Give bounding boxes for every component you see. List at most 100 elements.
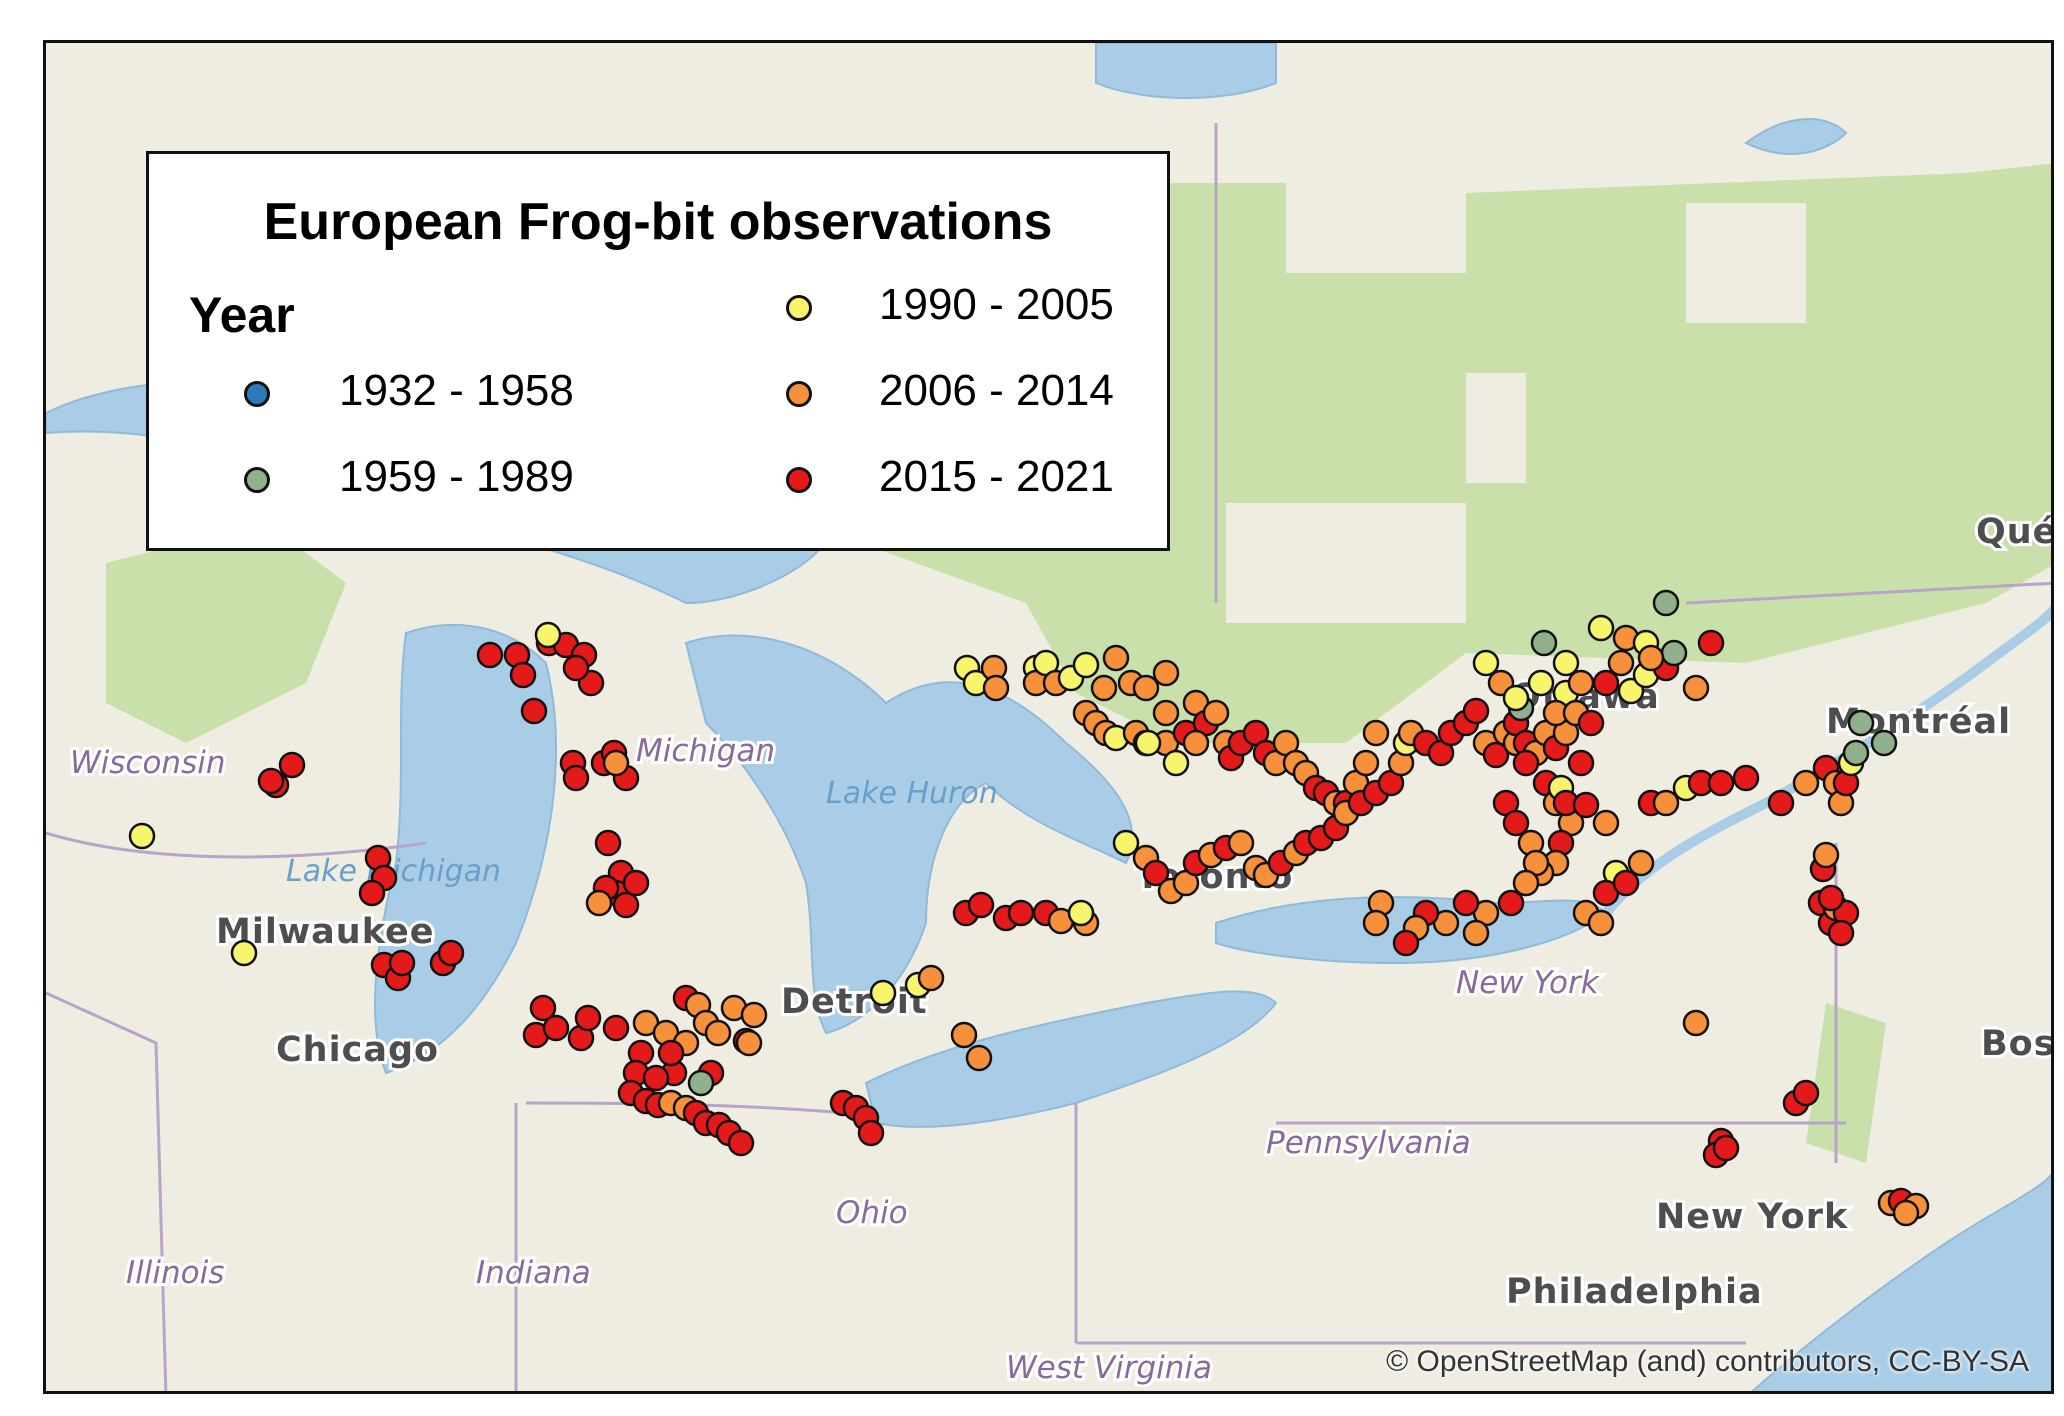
observation-point <box>642 1064 670 1092</box>
observation-point <box>602 1014 630 1042</box>
observation-point <box>857 1119 885 1147</box>
observation-point <box>1067 899 1095 927</box>
observation-point <box>1007 899 1035 927</box>
observation-point <box>1847 709 1875 737</box>
label-west-virginia: West Virginia <box>1006 1350 1212 1386</box>
observation-point <box>1482 741 1510 769</box>
observation-point <box>1162 749 1190 777</box>
observation-point <box>520 697 548 725</box>
legend-label-2015-2021: 2015 - 2021 <box>879 452 1114 501</box>
observation-point <box>1592 669 1620 697</box>
observation-point <box>1112 829 1140 857</box>
observation-point <box>1102 644 1130 672</box>
observation-point <box>950 1021 978 1049</box>
map-frame[interactable]: Wisconsin Michigan Lake Michigan Lake Hu… <box>43 40 2054 1394</box>
observation-point <box>1472 649 1500 677</box>
label-indiana: Indiana <box>476 1255 591 1291</box>
observation-point <box>257 767 285 795</box>
legend: European Frog-bit observations Year 1932… <box>146 151 1170 551</box>
observation-point <box>1732 764 1760 792</box>
label-chicago: Chicago <box>276 1030 439 1070</box>
observation-point <box>735 1029 763 1057</box>
observation-point <box>687 1069 715 1097</box>
label-ohio: Ohio <box>836 1195 908 1231</box>
observation-point <box>1577 709 1605 737</box>
observation-point <box>1817 884 1845 912</box>
legend-swatch-1932-1958 <box>244 381 270 407</box>
observation-point <box>1627 849 1655 877</box>
observation-point <box>1660 639 1688 667</box>
observation-point <box>1182 729 1210 757</box>
observation-point <box>1792 1079 1820 1107</box>
label-new-york-state: New York <box>1456 965 1600 1001</box>
label-quebec: Qué <box>1976 512 2054 552</box>
legend-heading: Year <box>189 287 295 343</box>
observation-point <box>1552 649 1580 677</box>
observation-point <box>1152 699 1180 727</box>
legend-swatch-2015-2021 <box>786 467 812 493</box>
place-labels: Wisconsin Michigan Lake Michigan Lake Hu… <box>67 509 2054 1389</box>
observation-point <box>1392 929 1420 957</box>
observation-point <box>562 654 590 682</box>
observation-point <box>1652 789 1680 817</box>
observation-point <box>1352 749 1380 777</box>
observation-point <box>967 891 995 919</box>
observation-point <box>1682 1009 1710 1037</box>
observation-point <box>1842 739 1870 767</box>
observation-point <box>1682 674 1710 702</box>
legend-label-1932-1958: 1932 - 1958 <box>339 366 574 415</box>
legend-label-1959-1989: 1959 - 1989 <box>339 452 574 501</box>
label-michigan: Michigan <box>636 733 775 769</box>
observation-point <box>1607 649 1635 677</box>
observation-point <box>1202 699 1230 727</box>
observation-point <box>1592 809 1620 837</box>
label-new-york-city: New York <box>1656 1197 1848 1237</box>
observation-point <box>1497 889 1525 917</box>
observation-point <box>1362 719 1390 747</box>
observation-point <box>1617 677 1645 705</box>
observation-point <box>1512 869 1540 897</box>
observation-point <box>476 641 504 669</box>
observation-point <box>1572 791 1600 819</box>
observation-point <box>869 979 897 1007</box>
observation-point <box>1587 909 1615 937</box>
observation-point <box>1090 674 1118 702</box>
observation-point <box>612 891 640 919</box>
observation-point <box>562 764 590 792</box>
legend-swatch-2006-2014 <box>786 381 812 407</box>
observation-point <box>727 1129 755 1157</box>
observation-point <box>1637 644 1665 672</box>
observation-point <box>509 661 537 689</box>
observation-point <box>1652 589 1680 617</box>
observation-point <box>1707 769 1735 797</box>
observation-point <box>388 949 416 977</box>
observation-point <box>1812 841 1840 869</box>
legend-label-2006-2014: 2006 - 2014 <box>879 366 1114 415</box>
legend-label-1990-2005: 1990 - 2005 <box>879 280 1114 329</box>
observation-point <box>1227 829 1255 857</box>
observation-point <box>1132 674 1160 702</box>
observation-point <box>965 1044 993 1072</box>
observation-point <box>1712 1134 1740 1162</box>
observation-point <box>982 674 1010 702</box>
observation-point <box>534 621 562 649</box>
observation-point <box>574 1004 602 1032</box>
observation-point <box>1502 684 1530 712</box>
observation-point <box>358 879 386 907</box>
observation-point <box>1527 669 1555 697</box>
observation-point <box>1892 1199 1920 1227</box>
observation-point <box>585 889 613 917</box>
legend-swatch-1959-1989 <box>244 467 270 493</box>
legend-swatch-1990-2005 <box>786 295 812 321</box>
observation-point <box>1072 651 1100 679</box>
observation-point <box>1870 729 1898 757</box>
borders <box>46 123 2051 1391</box>
observation-point <box>128 822 156 850</box>
observation-point <box>278 751 306 779</box>
legend-title: European Frog-bit observations <box>263 193 1053 251</box>
observation-point <box>622 869 650 897</box>
observation-point <box>704 1019 732 1047</box>
observation-point <box>1502 809 1530 837</box>
observation-point <box>657 1039 685 1067</box>
observation-point <box>1792 769 1820 797</box>
